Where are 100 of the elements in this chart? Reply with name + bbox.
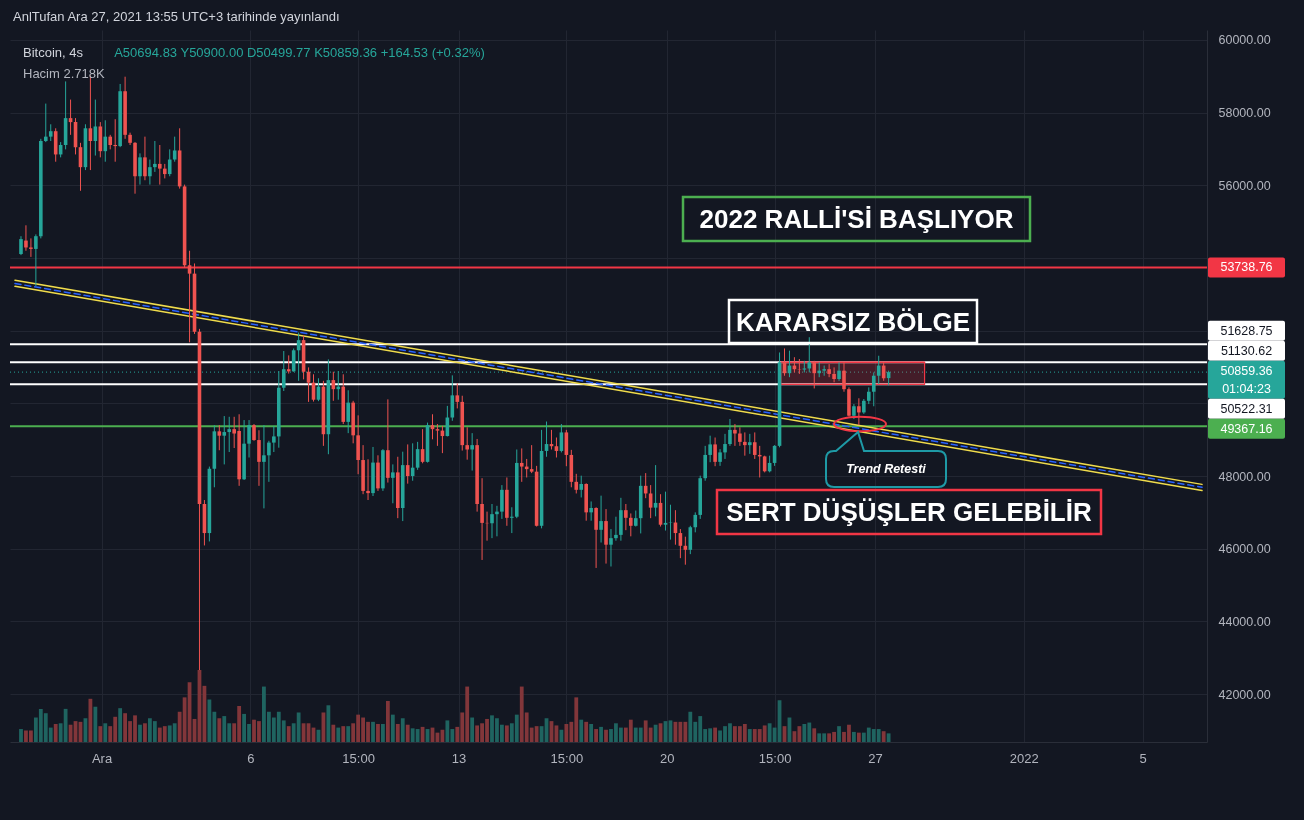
x-tick-label: 20	[660, 750, 675, 766]
x-tick-label: 27	[868, 750, 883, 766]
bar	[395, 724, 400, 742]
bar	[296, 712, 301, 742]
ref-line-label: 49367.16	[1220, 421, 1273, 436]
annotation: SERT DÜŞÜŞLER GELEBİLİR	[726, 497, 1092, 527]
bar	[514, 714, 519, 742]
candlestick	[738, 426, 742, 447]
bar	[812, 728, 817, 742]
bar	[98, 726, 103, 742]
candlestick	[708, 435, 712, 463]
bar	[445, 720, 450, 742]
candlestick	[857, 397, 861, 426]
chart-title: Hacim 2.718K	[23, 66, 105, 81]
candlestick	[713, 437, 717, 467]
bar	[589, 724, 594, 742]
candlestick	[723, 433, 727, 460]
bar	[381, 724, 385, 742]
bar	[63, 708, 68, 742]
candlestick	[837, 361, 841, 382]
bar	[618, 727, 623, 742]
candlestick	[272, 425, 276, 453]
candlestick	[172, 136, 177, 163]
candlestick	[500, 484, 504, 520]
candlestick	[247, 419, 251, 458]
candlestick	[29, 237, 33, 258]
candlestick	[138, 152, 142, 186]
bar	[747, 729, 752, 742]
candlestick	[733, 423, 737, 447]
bar	[385, 700, 390, 742]
candlestick	[812, 360, 817, 389]
bar	[797, 726, 802, 742]
candlestick	[286, 354, 291, 375]
bar	[138, 724, 142, 742]
bar	[713, 727, 717, 742]
candlestick	[614, 516, 618, 542]
candlestick	[827, 363, 831, 378]
y-tick-label: 58000.00	[1218, 106, 1271, 121]
bar	[604, 729, 608, 742]
x-tick-label: 5	[1139, 750, 1147, 766]
x-tick-label: 15:00	[758, 750, 792, 766]
bar	[53, 724, 58, 742]
candlestick	[143, 136, 147, 181]
bar	[817, 733, 822, 742]
bar	[415, 729, 420, 742]
candlestick	[797, 358, 802, 375]
candlestick	[624, 503, 628, 531]
bar	[837, 726, 841, 742]
bar	[19, 729, 23, 742]
bar	[742, 724, 747, 742]
candlestick	[346, 389, 351, 434]
y-tick-label: 48000.00	[1218, 469, 1271, 484]
candlestick	[609, 528, 613, 567]
candlestick	[103, 119, 108, 163]
candlestick	[748, 433, 752, 455]
bar	[886, 733, 891, 742]
bar	[143, 723, 147, 742]
bar	[336, 727, 341, 742]
ref-line-label: 51628.75	[1220, 323, 1273, 338]
bar	[827, 733, 832, 742]
bar	[371, 721, 375, 742]
ref-line-label: 50522.31	[1220, 401, 1273, 416]
y-tick-label: 60000.00	[1218, 33, 1271, 48]
candlestick	[227, 416, 232, 453]
ref-line-label: 51130.62	[1220, 343, 1273, 358]
x-tick-label: 6	[247, 750, 255, 766]
candlestick	[743, 431, 747, 457]
annotation: 2022 RALLİ'Sİ BAŞLIYOR	[699, 204, 1014, 234]
bar	[152, 721, 157, 742]
candlestick	[222, 415, 227, 465]
x-tick-label: 13	[451, 750, 467, 766]
bar	[638, 727, 643, 742]
text: Bitcoin, 4s	[23, 45, 84, 60]
bar	[599, 726, 603, 742]
candlestick	[391, 463, 395, 504]
bar	[767, 723, 772, 742]
x-tick-label: 15:00	[342, 750, 375, 766]
candlestick	[257, 429, 261, 487]
candlestick	[599, 495, 603, 544]
bar	[876, 729, 881, 742]
y-tick-label: 46000.00	[1218, 542, 1271, 557]
bar	[405, 724, 410, 742]
candlestick	[529, 444, 534, 474]
candlestick	[262, 424, 266, 509]
candlestick	[832, 366, 836, 383]
candlestick	[703, 445, 707, 482]
bar	[802, 724, 807, 742]
candlestick	[470, 432, 474, 472]
bar	[207, 699, 212, 742]
bar	[628, 719, 633, 742]
bar	[400, 718, 405, 742]
candlestick	[24, 224, 28, 252]
ref-line-label: 53738.76	[1220, 260, 1273, 275]
candlestick	[153, 140, 157, 173]
bar	[346, 726, 351, 742]
ref-line-label: 50859.36	[1220, 363, 1273, 378]
bar	[217, 718, 222, 742]
x-tick-label: Ara	[91, 750, 113, 766]
candlestick	[728, 418, 732, 447]
candlestick	[490, 503, 494, 539]
